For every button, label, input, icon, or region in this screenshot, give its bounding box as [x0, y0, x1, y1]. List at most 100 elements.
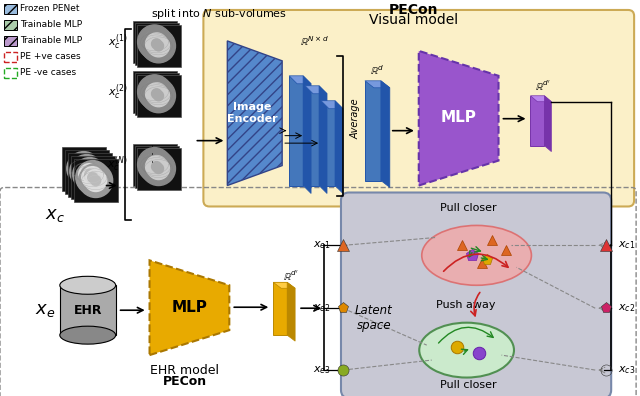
Text: $x_{e3}$: $x_{e3}$	[313, 364, 331, 376]
Circle shape	[150, 160, 159, 169]
Circle shape	[145, 83, 168, 105]
Circle shape	[76, 161, 109, 194]
FancyBboxPatch shape	[341, 192, 611, 396]
Text: EHR: EHR	[74, 304, 102, 317]
Bar	[132, 71, 177, 113]
Text: Visual model: Visual model	[369, 13, 458, 27]
Bar	[4, 20, 17, 30]
Circle shape	[84, 169, 95, 179]
Text: Image
Encoder: Image Encoder	[227, 102, 278, 124]
Circle shape	[152, 39, 161, 49]
Circle shape	[140, 77, 173, 111]
Circle shape	[138, 25, 172, 59]
Circle shape	[140, 150, 173, 183]
Circle shape	[141, 29, 175, 63]
Polygon shape	[365, 81, 390, 88]
Text: $x_e$: $x_e$	[35, 301, 55, 319]
Bar	[74, 158, 118, 202]
Circle shape	[91, 175, 100, 186]
Polygon shape	[305, 86, 327, 94]
Circle shape	[154, 41, 163, 51]
Text: $x_c$: $x_c$	[45, 206, 65, 225]
Circle shape	[152, 162, 161, 171]
Circle shape	[70, 154, 104, 188]
Bar	[68, 152, 111, 196]
Circle shape	[141, 79, 175, 113]
Circle shape	[145, 156, 168, 177]
Text: split into $N$ sub-volumes: split into $N$ sub-volumes	[151, 7, 287, 21]
Polygon shape	[321, 101, 343, 109]
Polygon shape	[150, 260, 229, 355]
Text: PE +ve cases: PE +ve cases	[20, 52, 81, 61]
Circle shape	[148, 85, 170, 107]
Bar	[134, 146, 179, 188]
Circle shape	[140, 27, 173, 61]
Text: EHR model: EHR model	[150, 364, 219, 377]
Circle shape	[79, 164, 113, 198]
Bar	[273, 282, 287, 335]
Text: PECon: PECon	[163, 375, 207, 388]
Ellipse shape	[60, 276, 116, 294]
Bar	[132, 144, 177, 186]
Bar	[531, 96, 545, 146]
Text: MLP: MLP	[172, 300, 207, 315]
Text: MLP: MLP	[441, 110, 477, 125]
Circle shape	[143, 81, 166, 103]
Bar	[60, 285, 116, 335]
Text: $\mathbb{R}^{d}$: $\mathbb{R}^{d}$	[370, 63, 384, 77]
Circle shape	[79, 164, 89, 173]
Text: $x_{e1}$: $x_{e1}$	[313, 240, 331, 251]
Circle shape	[82, 167, 92, 177]
Bar	[62, 147, 106, 190]
Text: $x_c^{(N)}$: $x_c^{(N)}$	[107, 155, 127, 174]
Text: Latent
space: Latent space	[355, 304, 393, 332]
Bar	[132, 21, 177, 63]
Ellipse shape	[419, 323, 514, 377]
Text: Pull closer: Pull closer	[440, 380, 497, 390]
Circle shape	[143, 31, 166, 53]
Text: PE -ve cases: PE -ve cases	[20, 68, 76, 77]
Bar	[71, 156, 115, 200]
Circle shape	[145, 33, 168, 55]
Bar	[4, 52, 17, 62]
Polygon shape	[289, 76, 311, 84]
Bar	[4, 4, 17, 14]
Text: $x_c^{(1)}$: $x_c^{(1)}$	[108, 32, 127, 52]
Bar	[4, 68, 17, 78]
Text: Trainable MLP: Trainable MLP	[20, 36, 82, 46]
Bar	[136, 25, 182, 67]
Text: $\mathbb{R}^{N\times d}$: $\mathbb{R}^{N\times d}$	[300, 34, 328, 48]
Polygon shape	[273, 282, 295, 288]
Polygon shape	[545, 96, 552, 152]
Circle shape	[73, 158, 95, 179]
Circle shape	[84, 169, 107, 192]
Text: Average: Average	[351, 98, 361, 139]
Polygon shape	[227, 41, 282, 186]
Circle shape	[154, 91, 163, 101]
Bar	[305, 86, 319, 186]
Circle shape	[154, 164, 163, 173]
Text: $x_{e2}$: $x_{e2}$	[313, 302, 331, 314]
Polygon shape	[335, 101, 343, 194]
Bar	[134, 73, 179, 115]
Circle shape	[141, 152, 175, 186]
FancyBboxPatch shape	[204, 10, 634, 206]
Circle shape	[79, 164, 100, 186]
Text: $\mathbb{R}^{d'}$: $\mathbb{R}^{d'}$	[283, 268, 300, 282]
Polygon shape	[303, 76, 311, 194]
Text: $x_{c3}$: $x_{c3}$	[618, 364, 636, 376]
Circle shape	[150, 87, 159, 97]
Ellipse shape	[422, 225, 531, 285]
Circle shape	[73, 158, 107, 192]
Circle shape	[150, 37, 159, 47]
Bar	[365, 81, 381, 181]
Bar	[289, 76, 303, 186]
Polygon shape	[419, 51, 499, 186]
Bar	[4, 36, 17, 46]
Bar	[321, 101, 335, 186]
Circle shape	[88, 173, 98, 183]
Bar	[136, 75, 182, 117]
Bar	[65, 150, 109, 194]
Text: · · ·: · · ·	[148, 143, 161, 163]
Text: $x_{c1}$: $x_{c1}$	[618, 240, 636, 251]
